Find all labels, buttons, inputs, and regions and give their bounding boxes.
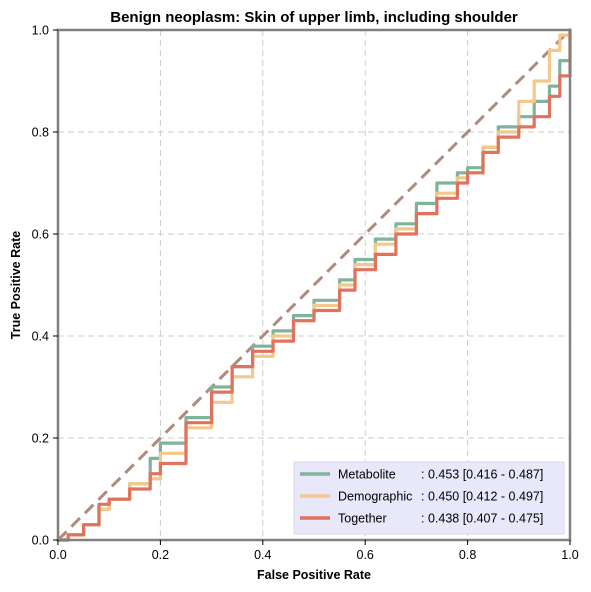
x-tick-label: 0.4 xyxy=(254,548,271,562)
legend-series-name: Demographic xyxy=(338,490,412,504)
legend: Metabolite : 0.453 [0.416 - 0.487] Demogra… xyxy=(293,461,565,535)
grid xyxy=(58,30,570,540)
roc-curve-together xyxy=(56,28,572,542)
x-tick-label: 0.8 xyxy=(459,548,476,562)
legend-series-value: : 0.453 [0.416 - 0.487] xyxy=(421,468,543,482)
legend-series-name: Together xyxy=(338,512,387,526)
plot-frame xyxy=(56,28,572,542)
y-tick-label: 0.2 xyxy=(32,432,49,446)
y-tick-label: 0.4 xyxy=(32,330,49,344)
y-tick-label: 0.0 xyxy=(32,534,49,548)
x-axis-label: False Positive Rate xyxy=(257,568,371,582)
y-tick-label: 0.6 xyxy=(32,228,49,242)
legend-box xyxy=(293,461,565,535)
x-tick-label: 1.0 xyxy=(561,548,578,562)
x-tick-label: 0.2 xyxy=(152,548,169,562)
series-layer xyxy=(56,28,572,542)
x-tick-label: 0.0 xyxy=(49,548,66,562)
ticks: 0.0 0.2 0.4 0.6 0.8 1.0 0.0 0.2 0.4 0.6 0.8 1.0 xyxy=(32,24,579,563)
legend-series-name: Metabolite xyxy=(338,468,396,482)
chance-diagonal-line xyxy=(56,28,572,542)
x-tick-label: 0.6 xyxy=(357,548,374,562)
legend-series-value: : 0.450 [0.412 - 0.497] xyxy=(421,490,543,504)
diagonal-layer xyxy=(56,28,572,542)
y-axis-label: True Positive Rate xyxy=(9,231,23,339)
y-tick-label: 0.8 xyxy=(32,126,49,140)
chart-title: Benign neoplasm: Skin of upper limb, inc… xyxy=(110,9,518,26)
legend-series-value: : 0.438 [0.407 - 0.475] xyxy=(421,512,543,526)
y-tick-label: 1.0 xyxy=(32,24,49,38)
